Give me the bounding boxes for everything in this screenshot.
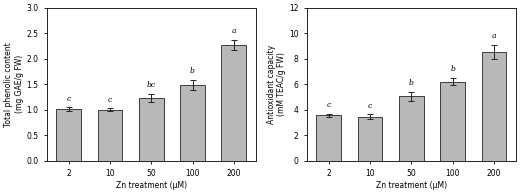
Text: b: b — [409, 79, 414, 87]
Text: c: c — [327, 101, 331, 109]
Bar — [358, 117, 383, 161]
Bar — [98, 110, 122, 161]
Bar — [180, 85, 205, 161]
Text: b: b — [450, 65, 455, 73]
Y-axis label: Antioxidant capacity
(mM TEAC/g FW): Antioxidant capacity (mM TEAC/g FW) — [267, 45, 286, 124]
Bar — [317, 115, 341, 161]
Bar — [56, 109, 81, 161]
Text: a: a — [492, 32, 496, 40]
X-axis label: Zn treatment (μM): Zn treatment (μM) — [376, 181, 447, 190]
Text: a: a — [231, 27, 236, 35]
Text: bc: bc — [147, 81, 156, 89]
Bar — [482, 52, 506, 161]
Text: c: c — [67, 94, 71, 103]
Bar — [399, 96, 424, 161]
Bar — [440, 82, 465, 161]
Bar — [222, 45, 246, 161]
Bar — [139, 98, 164, 161]
Text: c: c — [108, 96, 112, 104]
X-axis label: Zn treatment (μM): Zn treatment (μM) — [115, 181, 187, 190]
Text: b: b — [190, 67, 195, 75]
Y-axis label: Total phenolic content
(mg GAE/g FW): Total phenolic content (mg GAE/g FW) — [4, 42, 23, 126]
Text: c: c — [368, 102, 372, 110]
